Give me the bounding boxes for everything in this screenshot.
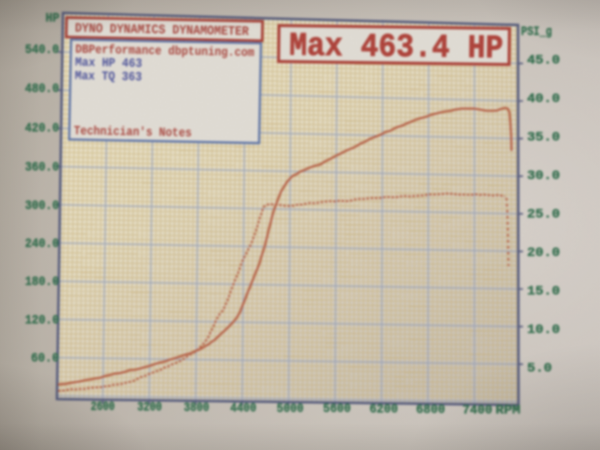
svg-text:5000: 5000 <box>277 402 304 416</box>
svg-text:540.0: 540.0 <box>25 43 59 57</box>
svg-text:10.0: 10.0 <box>527 323 560 337</box>
svg-text:RPM: RPM <box>496 404 521 418</box>
svg-text:5600: 5600 <box>323 402 351 416</box>
svg-text:30.0: 30.0 <box>527 169 560 183</box>
svg-text:Max TQ 363: Max TQ 363 <box>75 69 142 84</box>
svg-text:20.0: 20.0 <box>527 246 560 260</box>
svg-text:2600: 2600 <box>91 400 115 414</box>
svg-text:PSI_g: PSI_g <box>521 25 552 39</box>
svg-text:Technician's Notes: Technician's Notes <box>74 124 192 140</box>
svg-text:3200: 3200 <box>137 400 162 414</box>
svg-text:360.0: 360.0 <box>25 161 59 175</box>
svg-text:480.0: 480.0 <box>25 82 59 96</box>
svg-text:240.0: 240.0 <box>25 237 59 251</box>
svg-text:7400: 7400 <box>462 404 492 418</box>
svg-text:15.0: 15.0 <box>527 285 560 299</box>
svg-text:420.0: 420.0 <box>25 121 59 135</box>
svg-text:3800: 3800 <box>184 401 210 415</box>
svg-text:6800: 6800 <box>416 403 445 417</box>
svg-text:Max 463.4 HP: Max 463.4 HP <box>289 28 503 68</box>
svg-text:25.0: 25.0 <box>527 208 560 222</box>
svg-text:300.0: 300.0 <box>25 199 59 213</box>
svg-text:60.0: 60.0 <box>31 352 59 366</box>
svg-text:35.0: 35.0 <box>527 131 560 145</box>
svg-text:5.0: 5.0 <box>527 362 552 376</box>
svg-text:HP: HP <box>46 12 60 26</box>
svg-text:45.0: 45.0 <box>527 54 560 68</box>
svg-text:6200: 6200 <box>370 403 399 417</box>
svg-text:40.0: 40.0 <box>527 92 560 106</box>
svg-text:180.0: 180.0 <box>25 275 59 289</box>
svg-text:120.0: 120.0 <box>25 313 59 327</box>
svg-text:4400: 4400 <box>230 401 256 415</box>
